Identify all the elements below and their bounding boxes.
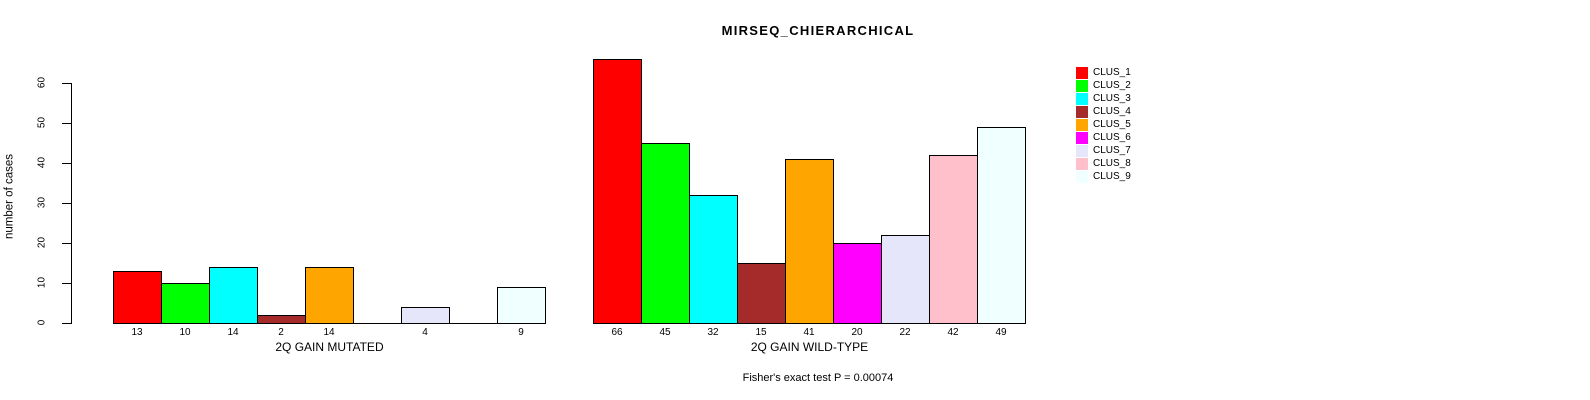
bar-value-label: 13 xyxy=(131,327,143,338)
legend-label: CLUS_3 xyxy=(1093,93,1131,104)
y-axis-line xyxy=(71,83,72,324)
legend-item: CLUS_1 xyxy=(1076,66,1131,79)
y-tick-label: 40 xyxy=(36,156,48,169)
y-tick xyxy=(62,323,71,324)
legend-color-swatch xyxy=(1076,144,1088,157)
chart-title: MIRSEQ_CHIERARCHICAL xyxy=(721,23,915,38)
bar-value-label: 22 xyxy=(899,327,911,338)
legend-color-swatch xyxy=(1076,79,1088,92)
legend-label: CLUS_1 xyxy=(1093,67,1131,78)
bar-clus_6 xyxy=(833,243,882,324)
y-tick xyxy=(62,283,71,284)
legend-item: CLUS_7 xyxy=(1076,144,1131,157)
legend-color-swatch xyxy=(1076,170,1088,183)
bar-value-label: 10 xyxy=(179,327,191,338)
legend-item: CLUS_3 xyxy=(1076,92,1131,105)
legend-label: CLUS_9 xyxy=(1093,171,1131,182)
bar-clus_3 xyxy=(209,267,258,324)
bar-clus_2 xyxy=(161,283,210,324)
bar-clus_5 xyxy=(785,159,834,324)
bar-value-label: 2 xyxy=(278,327,284,338)
legend-label: CLUS_5 xyxy=(1093,119,1131,130)
bar-clus_2 xyxy=(641,143,690,324)
bar-clus_8 xyxy=(929,155,978,324)
legend-color-swatch xyxy=(1076,105,1088,118)
bar-clus_5 xyxy=(305,267,354,324)
bar-value-label: 20 xyxy=(851,327,863,338)
legend-color-swatch xyxy=(1076,118,1088,131)
y-tick-label: 60 xyxy=(36,76,48,89)
y-tick xyxy=(62,163,71,164)
legend-item: CLUS_4 xyxy=(1076,105,1131,118)
legend-item: CLUS_2 xyxy=(1076,79,1131,92)
legend-label: CLUS_8 xyxy=(1093,158,1131,169)
y-tick-label: 30 xyxy=(36,196,48,209)
fisher-test-note: Fisher's exact test P = 0.00074 xyxy=(742,372,894,384)
y-tick-label: 50 xyxy=(36,116,48,129)
bar-value-label: 49 xyxy=(995,327,1007,338)
bar-clus_9 xyxy=(497,287,546,324)
legend-item: CLUS_8 xyxy=(1076,157,1131,170)
legend-label: CLUS_6 xyxy=(1093,132,1131,143)
bar-clus_3 xyxy=(689,195,738,324)
bar-clus_7 xyxy=(401,307,450,324)
bar-value-label: 45 xyxy=(659,327,671,338)
bar-value-label: 41 xyxy=(803,327,815,338)
bar-value-label: 66 xyxy=(611,327,623,338)
y-tick xyxy=(62,123,71,124)
legend-color-swatch xyxy=(1076,131,1088,144)
y-tick-label: 0 xyxy=(36,319,48,326)
bar-value-label: 9 xyxy=(518,327,524,338)
y-tick xyxy=(62,83,71,84)
legend-item: CLUS_5 xyxy=(1076,118,1131,131)
bar-value-label: 15 xyxy=(755,327,767,338)
legend: CLUS_1 CLUS_2 CLUS_3 CLUS_4 CLUS_5 CLUS_6 CLUS… xyxy=(1076,66,1131,183)
bar-value-label: 14 xyxy=(227,327,239,338)
legend-label: CLUS_2 xyxy=(1093,80,1131,91)
bar-clus_4 xyxy=(257,315,306,324)
x-axis-group-label-mutated: 2Q GAIN MUTATED xyxy=(275,340,384,354)
legend-label: CLUS_4 xyxy=(1093,106,1131,117)
bar-value-label: 32 xyxy=(707,327,719,338)
bar-clus_1 xyxy=(593,59,642,324)
legend-label: CLUS_7 xyxy=(1093,145,1131,156)
y-tick-label: 20 xyxy=(36,236,48,249)
bar-clus_7 xyxy=(881,235,930,324)
legend-color-swatch xyxy=(1076,157,1088,170)
y-tick xyxy=(62,243,71,244)
legend-item: CLUS_6 xyxy=(1076,131,1131,144)
legend-color-swatch xyxy=(1076,92,1088,105)
legend-item: CLUS_9 xyxy=(1076,170,1131,183)
bar-value-label: 42 xyxy=(947,327,959,338)
legend-color-swatch xyxy=(1076,66,1088,79)
bar-value-label: 14 xyxy=(323,327,335,338)
bar-clus_1 xyxy=(113,271,162,324)
y-tick xyxy=(62,203,71,204)
y-tick-label: 10 xyxy=(36,276,48,289)
bar-clus_4 xyxy=(737,263,786,324)
bar-clus_9 xyxy=(977,127,1026,324)
bar-value-label: 4 xyxy=(422,327,428,338)
y-axis-label: number of cases xyxy=(3,154,16,240)
x-axis-group-label-wildtype: 2Q GAIN WILD-TYPE xyxy=(750,340,869,354)
